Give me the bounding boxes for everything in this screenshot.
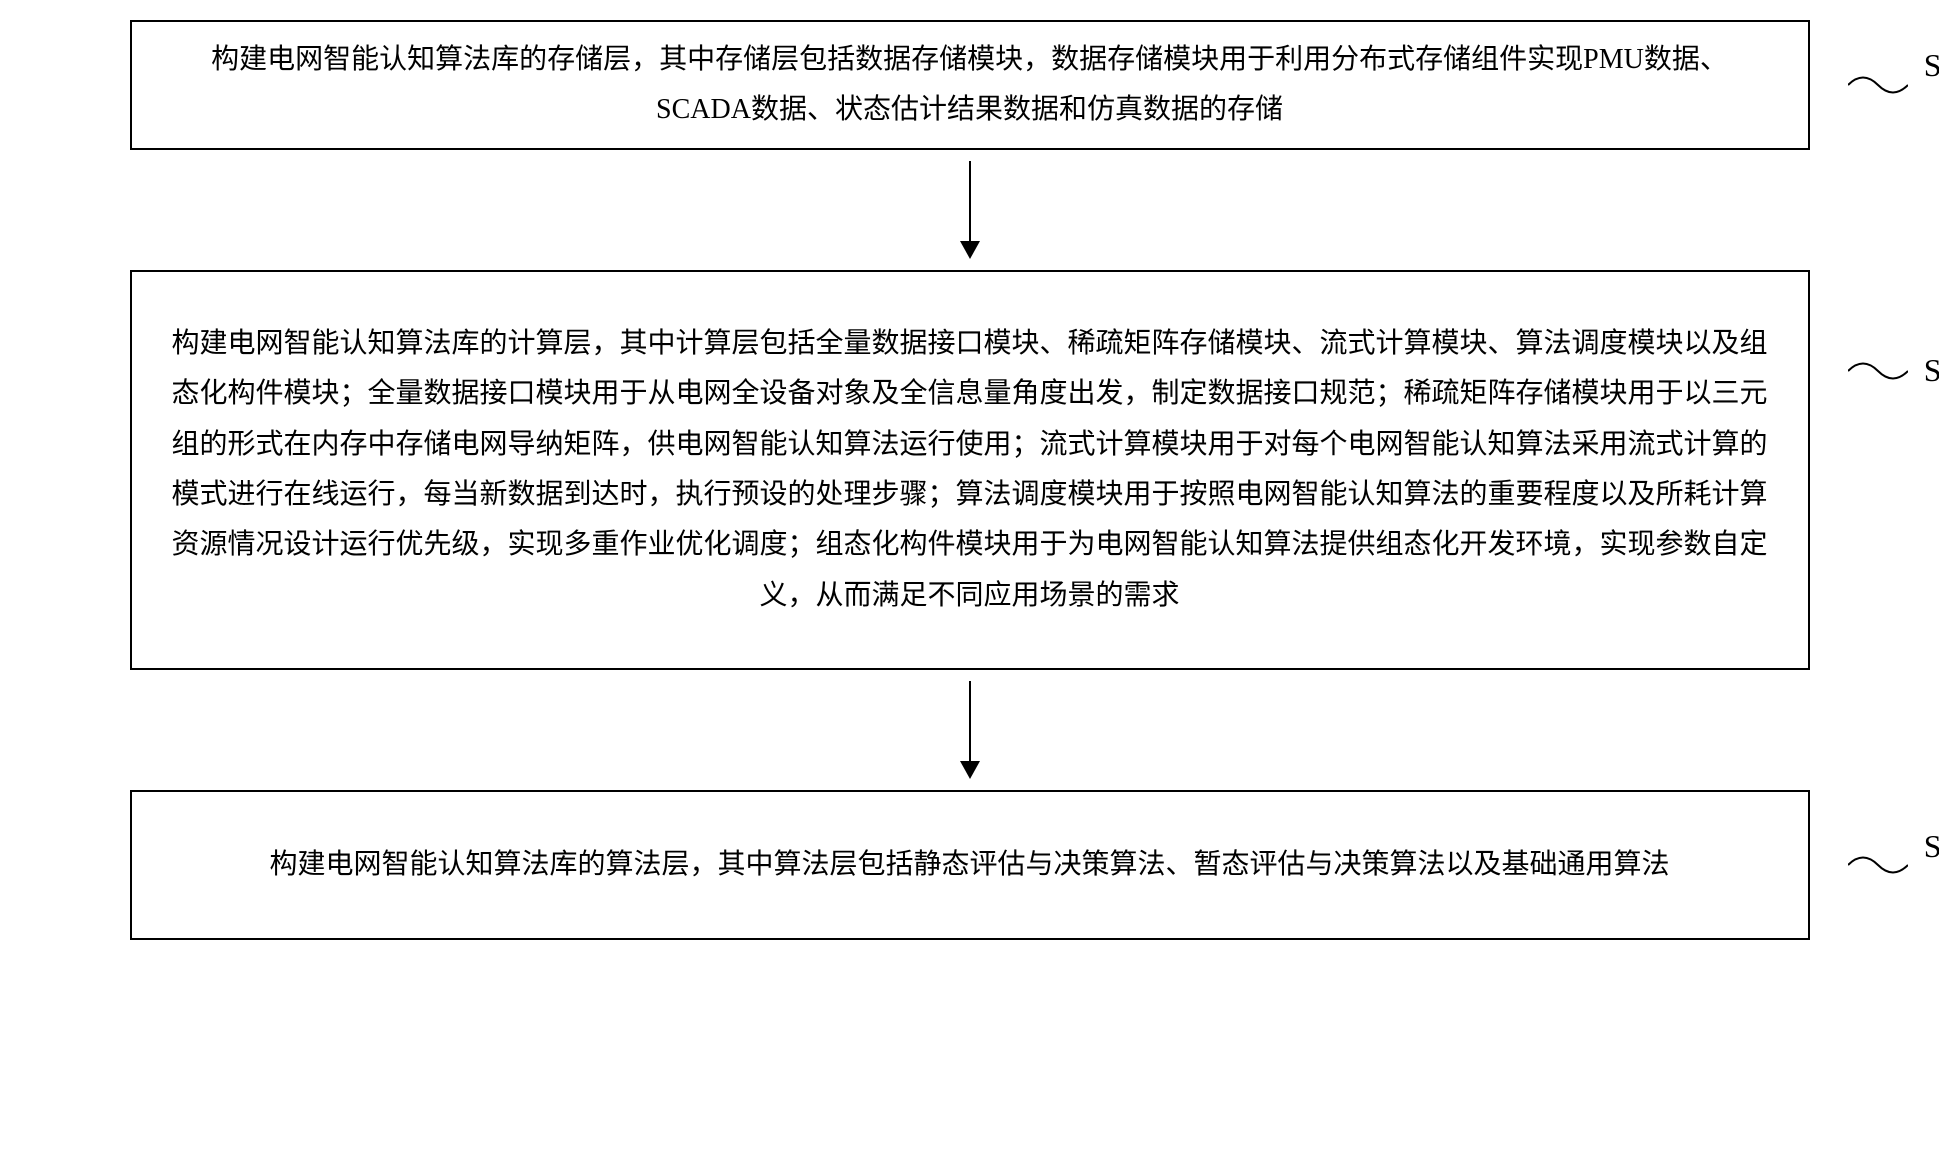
- label-s3: S3: [1924, 819, 1939, 877]
- flowchart-node-s2: 构建电网智能认知算法库的计算层，其中计算层包括全量数据接口模块、稀疏矩阵存储模块…: [130, 270, 1810, 670]
- label-s1: S1: [1924, 37, 1939, 95]
- node-s2-text: 构建电网智能认知算法库的计算层，其中计算层包括全量数据接口模块、稀疏矩阵存储模块…: [172, 319, 1768, 621]
- node-s1-text: 构建电网智能认知算法库的存储层，其中存储层包括数据存储模块，数据存储模块用于利用…: [172, 35, 1768, 136]
- flowchart-container: 构建电网智能认知算法库的存储层，其中存储层包括数据存储模块，数据存储模块用于利用…: [20, 20, 1919, 940]
- arrow-s1-s2: [960, 150, 980, 270]
- connector-s1: [1848, 65, 1908, 105]
- node-s3-text: 构建电网智能认知算法库的算法层，其中算法层包括静态评估与决策算法、暂态评估与决策…: [172, 840, 1768, 890]
- arrow-s2-s3: [960, 670, 980, 790]
- label-s2: S2: [1924, 342, 1939, 400]
- arrow-line: [969, 681, 971, 761]
- connector-s3: [1848, 845, 1908, 885]
- connector-s2: [1848, 351, 1908, 391]
- arrow-head: [960, 761, 980, 779]
- flowchart-node-s1: 构建电网智能认知算法库的存储层，其中存储层包括数据存储模块，数据存储模块用于利用…: [130, 20, 1810, 150]
- flowchart-node-s3: 构建电网智能认知算法库的算法层，其中算法层包括静态评估与决策算法、暂态评估与决策…: [130, 790, 1810, 940]
- arrow-line: [969, 161, 971, 241]
- arrow-head: [960, 241, 980, 259]
